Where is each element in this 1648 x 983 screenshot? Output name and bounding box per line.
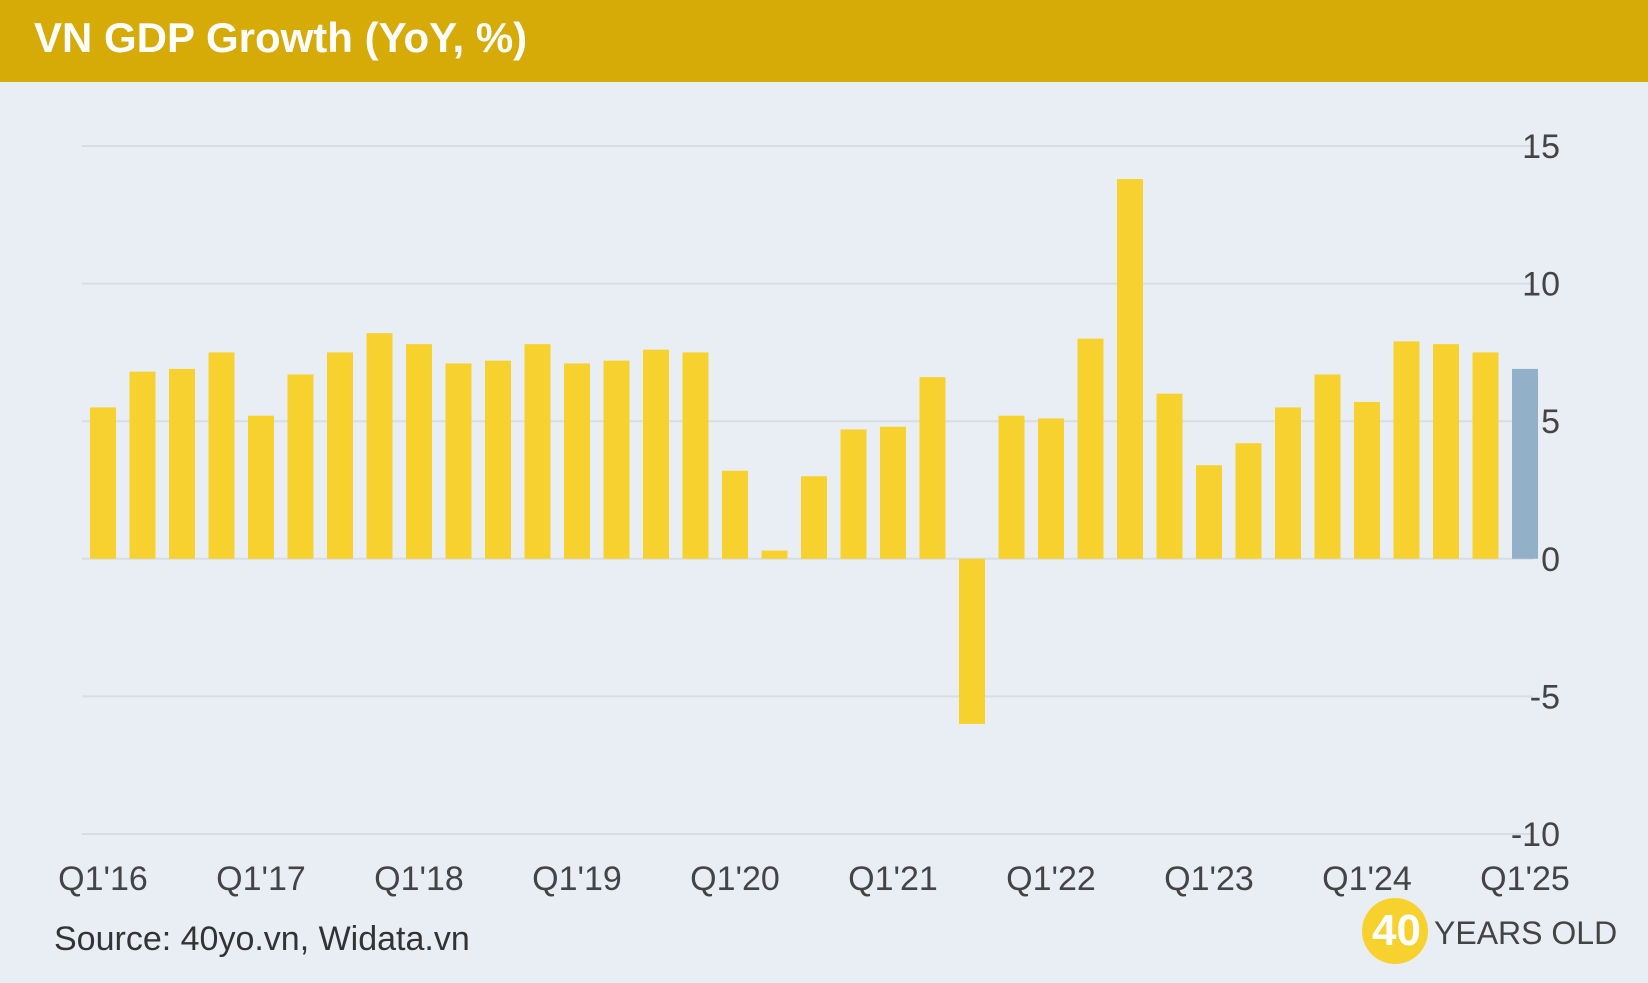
- bar-Q3'24: [1433, 344, 1459, 559]
- bar-Q4'19: [682, 352, 709, 559]
- bar-Q1'18: [406, 344, 432, 559]
- bar-Q3'22: [1117, 179, 1143, 559]
- bar-Q3'18: [485, 360, 511, 559]
- bar-Q4'18: [524, 344, 551, 559]
- y-tick-label: -5: [1530, 678, 1560, 716]
- y-axis-ticks: 15 10 5 0 -5 -10: [1511, 128, 1560, 854]
- bar-Q4'20: [840, 429, 867, 559]
- x-tick-label: Q1'18: [374, 860, 464, 898]
- bar-Q2'22: [1077, 338, 1104, 559]
- bar-Q2'17: [287, 374, 314, 559]
- bar-Q1'21: [880, 426, 906, 559]
- bar-Q1'20: [722, 470, 748, 559]
- brand-text: YEARS OLD: [1434, 915, 1618, 951]
- bar-Q1'17: [248, 415, 274, 559]
- x-tick-label: Q1'22: [1006, 860, 1096, 898]
- gridlines: [82, 145, 1533, 835]
- bar-Q4'16: [208, 352, 235, 559]
- bars: [90, 179, 1538, 724]
- bar-Q3'20: [801, 476, 827, 559]
- bar-Q2'20: [761, 550, 788, 559]
- bar-Q4'21: [998, 415, 1025, 559]
- y-tick-label: 5: [1541, 403, 1560, 441]
- bar-Q3'23: [1275, 407, 1301, 559]
- bar-Q1'25: [1512, 368, 1538, 559]
- source-note: Source: 40yo.vn, Widata.vn: [54, 920, 470, 958]
- bar-Q3'19: [643, 349, 669, 559]
- bar-Q1'16: [90, 407, 116, 559]
- bar-Q1'23: [1196, 465, 1222, 559]
- bar-Q4'17: [366, 333, 393, 559]
- y-tick-label: 10: [1522, 266, 1560, 304]
- y-tick-label: 0: [1541, 541, 1560, 579]
- bar-Q1'22: [1038, 418, 1064, 559]
- x-tick-label: Q1'20: [690, 860, 780, 898]
- x-tick-label: Q1'16: [58, 860, 148, 898]
- x-tick-label: Q1'19: [532, 860, 622, 898]
- brand-logo: 40 YEARS OLD: [1362, 898, 1622, 968]
- bar-Q1'19: [564, 363, 590, 559]
- chart-title: VN GDP Growth (YoY, %): [34, 14, 528, 61]
- y-tick-label: -10: [1511, 816, 1560, 854]
- bar-Q2'18: [445, 363, 472, 559]
- title-bar: VN GDP Growth (YoY, %): [0, 0, 1648, 82]
- bar-Q2'24: [1393, 341, 1420, 559]
- bar-Q3'17: [327, 352, 353, 559]
- bar-Q3'16: [169, 368, 195, 559]
- x-tick-label: Q1'23: [1164, 860, 1254, 898]
- bar-Q4'23: [1314, 374, 1341, 559]
- brand-number: 40: [1372, 906, 1421, 955]
- brand-circle: [1362, 898, 1428, 964]
- bar-Q2'23: [1235, 443, 1262, 559]
- x-tick-label: Q1'24: [1322, 860, 1412, 898]
- x-tick-label: Q1'21: [848, 860, 938, 898]
- bar-Q2'21: [919, 377, 946, 559]
- bar-Q4'24: [1472, 352, 1499, 559]
- y-tick-label: 15: [1522, 128, 1560, 166]
- x-tick-label: Q1'25: [1480, 860, 1570, 898]
- bar-Q1'24: [1354, 401, 1380, 559]
- x-axis-ticks: Q1'16 Q1'17 Q1'18 Q1'19 Q1'20 Q1'21 Q1'22 Q1'23…: [58, 860, 1570, 898]
- bar-Q4'22: [1156, 393, 1183, 559]
- bar-Q3'21: [959, 558, 985, 724]
- bar-Q2'19: [603, 360, 630, 559]
- bar-Q2'16: [129, 371, 156, 559]
- x-tick-label: Q1'17: [216, 860, 306, 898]
